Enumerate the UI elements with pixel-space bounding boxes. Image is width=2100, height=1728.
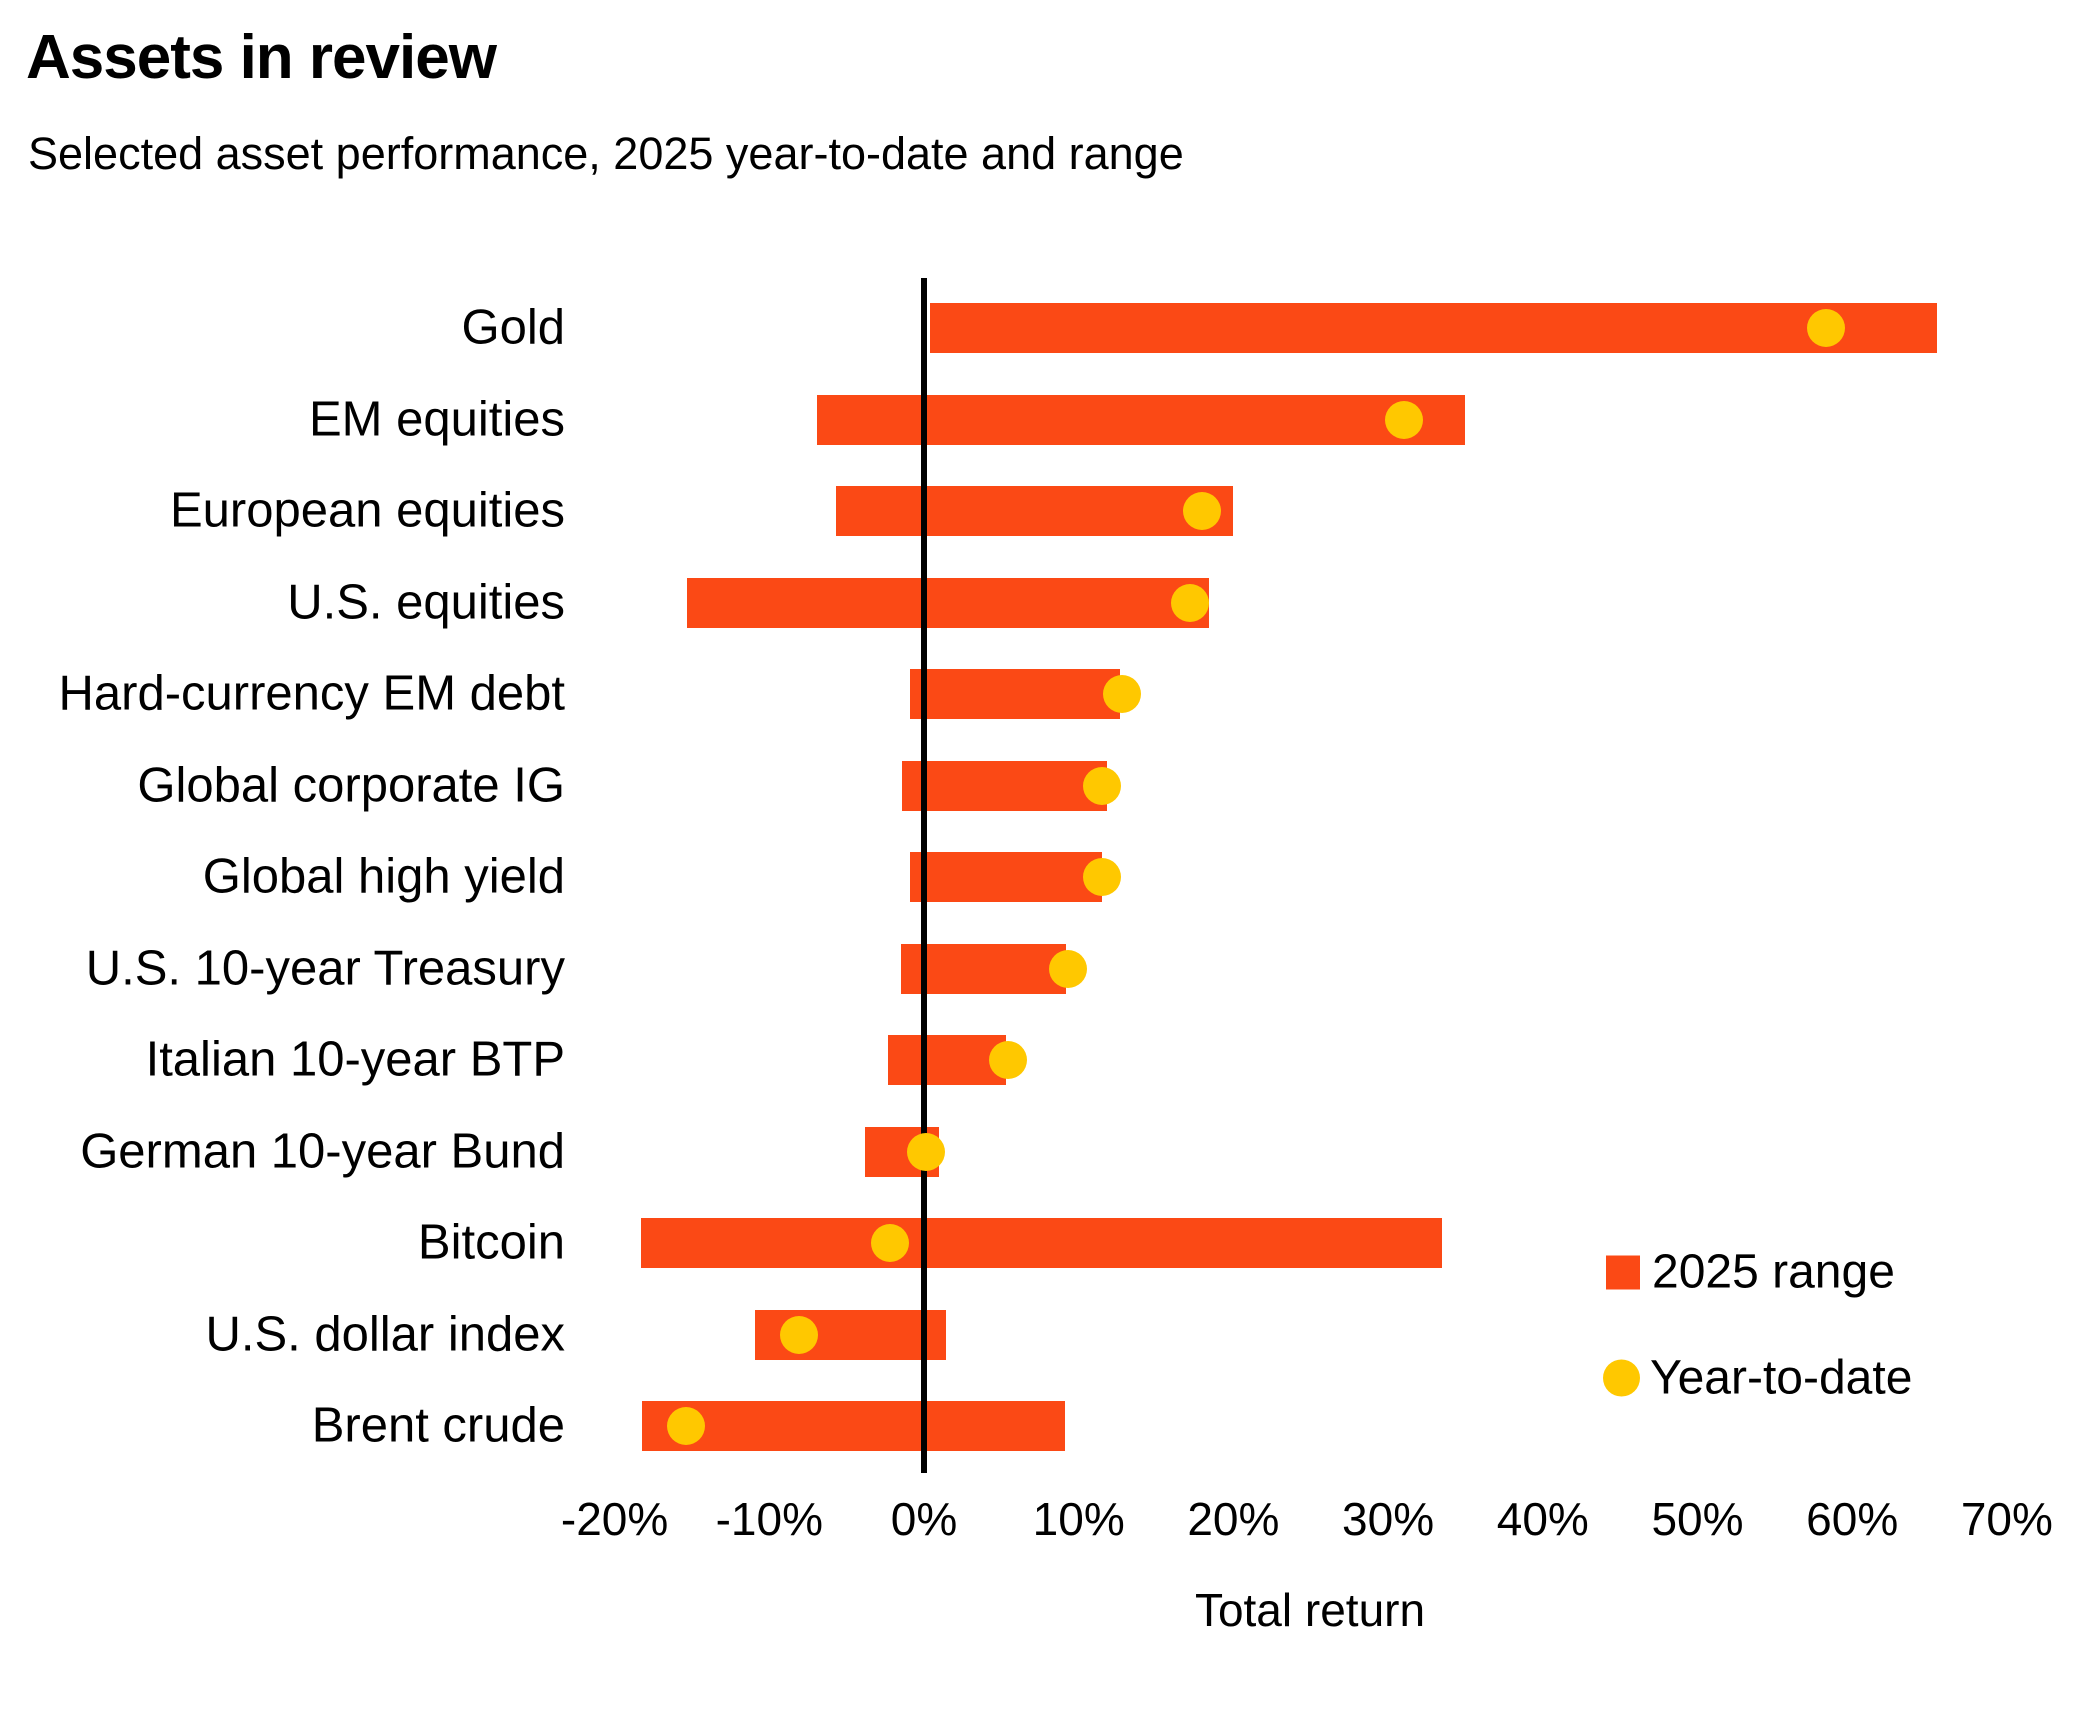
x-axis-title: Total return bbox=[1194, 1584, 1426, 1636]
legend-label-range: 2025 range bbox=[1652, 1245, 1895, 1299]
category-label: Bitcoin bbox=[417, 1215, 565, 1270]
range-bar bbox=[642, 1401, 1065, 1451]
category-label: European equities bbox=[169, 483, 565, 538]
category-label: Brent crude bbox=[311, 1398, 565, 1453]
range-bar bbox=[640, 1218, 1443, 1268]
ytd-dot bbox=[1103, 675, 1142, 713]
ytd-dot bbox=[870, 1224, 909, 1262]
category-label: Italian 10-year BTP bbox=[145, 1032, 565, 1087]
range-bar bbox=[900, 943, 1067, 994]
page-title: Assets in review bbox=[26, 23, 497, 92]
category-label: Gold bbox=[461, 300, 565, 355]
x-tick-label: 70% bbox=[1960, 1493, 2053, 1545]
category-label: U.S. dollar index bbox=[205, 1307, 565, 1361]
legend-item-range: 2025 range bbox=[1606, 1245, 1895, 1300]
range-bar bbox=[910, 669, 1121, 719]
x-tick-label: 20% bbox=[1187, 1493, 1280, 1545]
ytd-dot bbox=[1384, 400, 1423, 439]
range-bar bbox=[910, 852, 1102, 902]
ytd-dot bbox=[988, 1041, 1027, 1079]
range-swatch-icon bbox=[1606, 1255, 1640, 1289]
x-tick-label: -20% bbox=[560, 1493, 669, 1545]
ytd-dot bbox=[1048, 949, 1087, 988]
x-tick-label: 60% bbox=[1806, 1493, 1899, 1545]
ytd-dot bbox=[1183, 492, 1222, 530]
x-tick-label: 40% bbox=[1496, 1493, 1589, 1545]
legend-item-ytd: Year-to-date bbox=[1603, 1351, 1912, 1406]
category-label: EM equities bbox=[308, 392, 565, 446]
ytd-swatch-icon bbox=[1603, 1359, 1640, 1397]
range-bar bbox=[930, 303, 1938, 353]
legend-label-ytd: Year-to-date bbox=[1650, 1351, 1913, 1405]
x-tick-label: -10% bbox=[715, 1493, 823, 1545]
category-label: Global high yield bbox=[202, 849, 565, 904]
x-tick-label: 10% bbox=[1032, 1493, 1125, 1545]
ytd-dot bbox=[1171, 583, 1210, 622]
ytd-dot bbox=[1082, 858, 1121, 896]
category-label: German 10-year Bund bbox=[80, 1124, 565, 1178]
range-bar bbox=[687, 577, 1209, 628]
chart-subtitle: Selected asset performance, 2025 year-to… bbox=[28, 128, 1184, 179]
category-label: U.S. 10-year Treasury bbox=[85, 941, 565, 995]
ytd-dot bbox=[666, 1407, 705, 1445]
range-bar bbox=[902, 760, 1107, 811]
x-tick-label: 0% bbox=[890, 1493, 958, 1545]
ytd-dot bbox=[1082, 766, 1121, 805]
category-label: Global corporate IG bbox=[137, 758, 565, 812]
category-label: Hard-currency EM debt bbox=[58, 666, 565, 721]
range-bar bbox=[835, 486, 1234, 536]
x-tick-label: 30% bbox=[1342, 1493, 1435, 1545]
ytd-dot bbox=[1806, 309, 1845, 347]
range-bar bbox=[817, 394, 1466, 445]
x-tick-label: 50% bbox=[1651, 1493, 1744, 1545]
ytd-dot bbox=[779, 1315, 818, 1354]
ytd-dot bbox=[906, 1132, 945, 1171]
zero-axis-line bbox=[921, 278, 927, 1473]
range-bar bbox=[888, 1035, 1006, 1085]
category-label: U.S. equities bbox=[287, 575, 565, 629]
